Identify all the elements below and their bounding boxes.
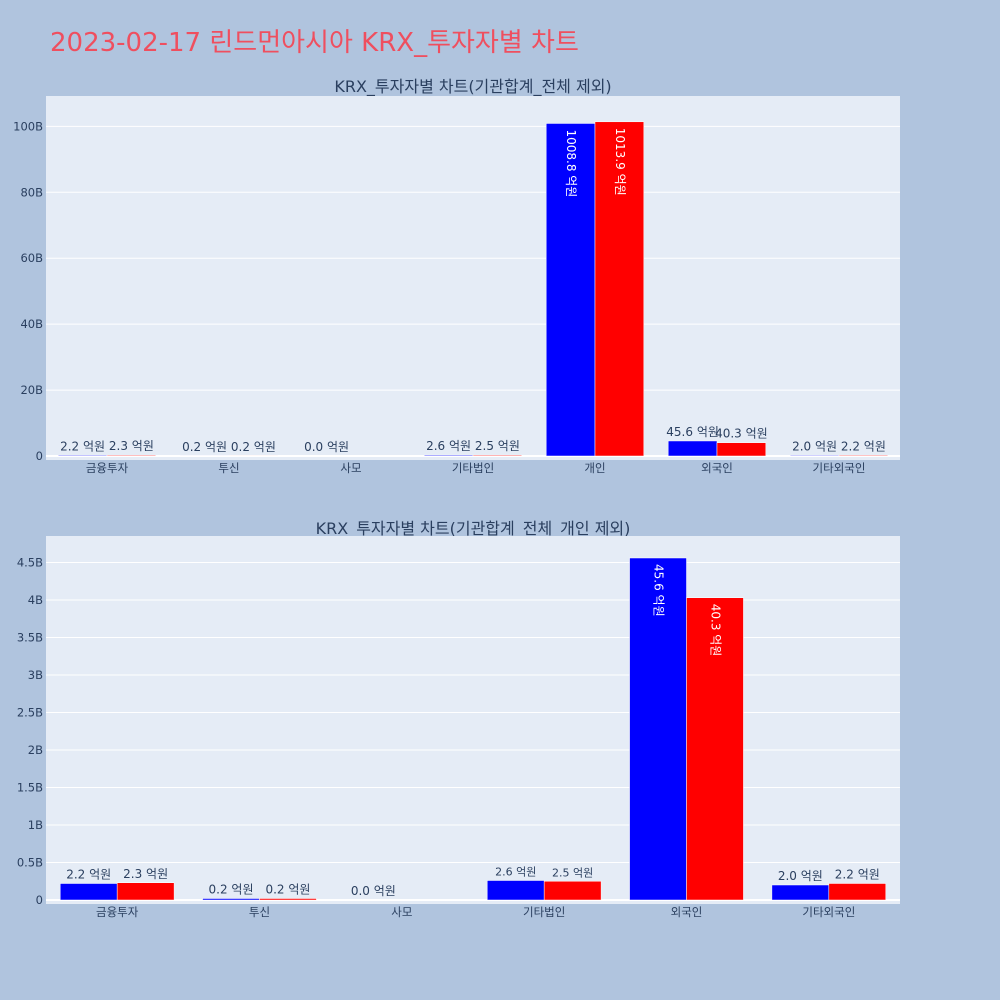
data-label: 2.5 억원 [552,866,593,879]
y-tick-label: 4B [28,593,43,607]
bar [789,455,840,457]
y-tick-label: 0.5B [17,856,43,870]
x-tick-label: 투신 [249,905,270,919]
data-label: 2.2 억원 [835,868,880,882]
data-label: 2.6 억원 [495,866,536,879]
bar [594,121,645,457]
data-label: 1008.8 억원 [564,129,578,197]
data-label: 2.5 억원 [475,439,520,453]
bar [202,898,260,901]
bar [667,440,718,457]
y-tick-label: 1.5B [17,781,43,795]
x-tick-label: 외국인 [671,905,703,919]
x-tick-label: 기타외국인 [813,461,866,475]
y-tick-label: 80B [20,185,43,199]
y-tick-label: 2B [28,743,43,757]
chart-title: KRX_투자자별 차트(기관합계_전체 제외) [334,77,611,97]
data-label: 0.2 억원 [231,440,276,454]
bar [771,884,830,901]
bar [828,883,887,901]
data-label: 2.2 억원 [60,439,105,453]
data-label: 2.0 억원 [792,439,837,453]
chart-investors-excluding-institutions: KRX_투자자별 차트(기관합계_전체 제외) 0 20B 40B 60B 80B 100B… [13,77,900,475]
x-tick-label: 기타법인 [523,905,565,919]
y-tick-label: 60B [20,251,43,265]
x-tick-label: 사모 [391,905,412,919]
data-label: 40.3 억원 [708,604,722,657]
chart-investors-excluding-institutions-individuals: KRX_투자자별 차트(기관합계_전체_개인 제외) 0 0.5B 1B 1.5B 2B 2… [17,519,900,919]
chart-title: KRX_투자자별 차트(기관합계_전체_개인 제외) [316,519,631,539]
y-tick-label: 2.5B [17,706,43,720]
data-label: 0.0 억원 [304,440,349,454]
x-tick-label: 사모 [340,461,361,475]
y-tick-label: 1B [28,818,43,832]
data-label: 0.2 억원 [209,883,254,897]
bar [116,882,175,901]
data-label: 0.2 억원 [265,883,310,897]
x-tick-label: 개인 [584,461,605,475]
y-tick-label: 20B [20,383,43,397]
plot-area [46,96,900,460]
data-label: 2.6 억원 [426,439,471,453]
bar [106,454,157,457]
bar [716,442,767,457]
bar [57,455,108,457]
data-label: 2.2 억원 [66,868,111,882]
bar [838,455,889,457]
plot-area [46,536,900,904]
data-label: 0.2 억원 [182,440,227,454]
page-title: 2023-02-17 린드먼아시아 KRX_투자자별 차트 [50,28,579,58]
y-tick-label: 4.5B [17,556,43,570]
data-label: 2.3 억원 [109,439,154,453]
data-label: 2.2 억원 [841,439,886,453]
x-tick-label: 기타법인 [452,461,494,475]
y-tick-label: 3.5B [17,631,43,645]
data-label: 2.0 억원 [778,869,823,883]
bar [686,597,744,901]
bar [543,881,602,901]
data-label: 2.3 억원 [123,867,168,881]
y-tick-label: 100B [13,119,43,133]
bar [259,898,317,901]
data-label: 1013.9 억원 [613,128,627,196]
data-label: 0.0 억원 [351,884,396,898]
data-label: 40.3 억원 [715,427,768,441]
data-label: 45.6 억원 [666,425,719,439]
y-tick-label: 0 [36,449,43,463]
x-tick-label: 기타외국인 [802,905,855,919]
y-tick-label: 0 [36,893,43,907]
x-tick-label: 외국인 [701,461,733,475]
bar [545,123,596,457]
bar [59,883,118,901]
data-label: 45.6 억원 [652,564,666,617]
y-tick-label: 3B [28,668,43,682]
y-tick-label: 40B [20,317,43,331]
x-tick-label: 금융투자 [86,461,129,475]
bar [629,557,687,901]
bar [486,880,545,901]
bar [423,454,474,457]
bar [472,454,523,457]
x-tick-label: 금융투자 [96,905,139,919]
x-tick-label: 투신 [218,461,239,475]
